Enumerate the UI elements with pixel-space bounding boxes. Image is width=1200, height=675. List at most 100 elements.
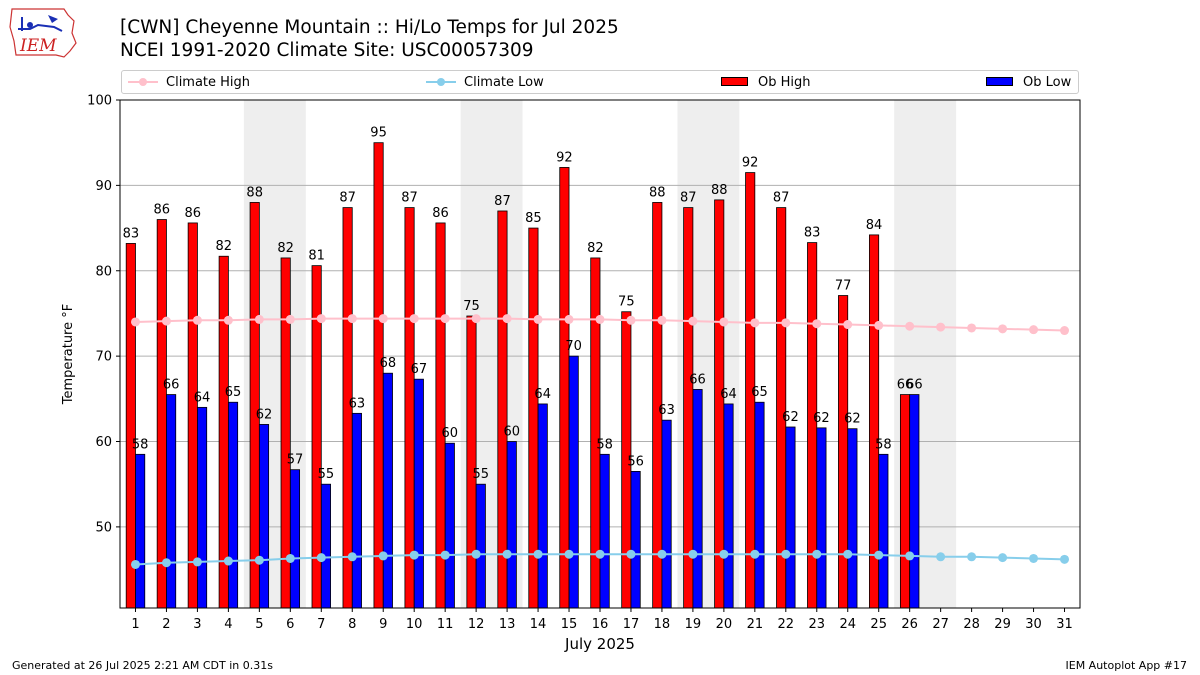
ob-low-data-label: 56 (627, 454, 644, 469)
ob-low-data-label: 66 (689, 372, 706, 387)
ob-high-bar (404, 207, 415, 609)
climate-low-point (657, 549, 667, 559)
climate-high-point (471, 314, 481, 324)
y-tick-label: 80 (95, 264, 112, 279)
x-tick-label: 7 (317, 617, 325, 632)
ob-high-bar (373, 142, 384, 609)
ob-high-bar (311, 265, 322, 609)
ob-low-data-label: 60 (503, 425, 520, 440)
ob-low-data-label: 64 (720, 387, 737, 402)
climate-low-point (812, 549, 822, 559)
legend-ob-high-symbol (720, 75, 750, 89)
ob-low-bar (785, 426, 796, 609)
legend-ob-high-label: Ob High (758, 74, 811, 90)
x-tick-label: 16 (592, 617, 609, 632)
ob-high-data-label: 82 (587, 241, 604, 256)
ob-high-data-label: 77 (835, 279, 852, 294)
y-tick-label: 100 (87, 94, 112, 109)
climate-low-point (254, 555, 264, 565)
ob-low-data-label: 57 (287, 453, 304, 468)
climate-low-point (750, 549, 760, 559)
climate-high-point (409, 314, 419, 324)
y-tick-label: 50 (95, 520, 112, 535)
ob-high-data-label: 88 (649, 185, 666, 200)
weekend-shade (243, 100, 306, 608)
ob-high-data-label: 87 (339, 191, 356, 206)
x-tick-label: 15 (561, 617, 578, 632)
climate-low-point (378, 551, 388, 561)
ob-low-data-label: 58 (132, 437, 149, 452)
x-tick-label: 30 (1025, 617, 1042, 632)
ob-high-data-label: 83 (804, 226, 821, 241)
ob-low-bar (537, 403, 548, 609)
climate-low-point (316, 553, 326, 563)
climate-low-point (471, 549, 481, 559)
climate-low-point (564, 549, 574, 559)
ob-high-bar (466, 315, 477, 609)
legend-climate-low: Climate Low (426, 71, 544, 93)
ob-high-bar (125, 243, 136, 609)
legend-ob-low: Ob Low (985, 71, 1071, 93)
ob-low-bar (382, 372, 393, 609)
app-credit: IEM Autoplot App #17 (1065, 659, 1188, 672)
iem-logo: IEM (9, 8, 77, 58)
y-tick-label: 70 (95, 350, 112, 365)
ob-low-data-label: 62 (813, 411, 830, 426)
ob-low-data-label: 58 (875, 437, 892, 452)
climate-low-point (502, 549, 512, 559)
x-tick-label: 14 (530, 617, 547, 632)
climate-high-point (316, 314, 326, 324)
x-tick-label: 23 (809, 617, 826, 632)
ob-low-bar (661, 419, 672, 609)
climate-low-point (874, 550, 884, 560)
ob-low-bar (258, 424, 270, 609)
climate-low-point (688, 549, 698, 559)
ob-high-bar (280, 257, 291, 609)
ob-high-bar (621, 311, 632, 609)
generated-timestamp: Generated at 26 Jul 2025 2:21 AM CDT in … (12, 659, 273, 672)
ob-high-bar (156, 219, 167, 609)
x-tick-label: 9 (379, 617, 387, 632)
ob-low-bar (227, 401, 239, 609)
climate-high-point (254, 314, 264, 324)
ob-high-data-label: 86 (432, 206, 449, 221)
x-tick-label: 12 (468, 617, 485, 632)
x-tick-label: 18 (654, 617, 671, 632)
climate-low-point (130, 559, 140, 569)
ob-high-data-label: 75 (618, 295, 635, 310)
climate-high-point (843, 320, 853, 330)
ob-low-data-label: 62 (844, 412, 861, 427)
ob-high-bar (899, 394, 911, 609)
ob-low-bar (197, 406, 208, 609)
climate-low-point (1029, 553, 1039, 563)
ob-high-bar (745, 172, 756, 609)
ob-low-bar (630, 470, 641, 609)
x-tick-label: 25 (870, 617, 887, 632)
ob-high-data-label: 83 (123, 226, 140, 241)
ob-low-bar (878, 453, 889, 609)
x-tick-label: 24 (839, 617, 856, 632)
climate-low-point (533, 549, 543, 559)
x-tick-label: 10 (406, 617, 423, 632)
weekend-shade (894, 100, 957, 608)
ob-high-data-label: 92 (556, 150, 573, 165)
climate-low-point (409, 550, 419, 560)
ob-low-data-label: 64 (534, 387, 551, 402)
climate-high-point (378, 314, 388, 324)
ob-high-bar (652, 202, 663, 609)
climate-high-point (595, 314, 605, 324)
ob-low-bar (320, 483, 331, 609)
ob-high-bar (714, 199, 725, 609)
climate-high-point (750, 318, 760, 328)
ob-low-bar (909, 394, 920, 609)
climate-low-point (905, 551, 915, 561)
ob-high-data-label: 86 (154, 203, 171, 218)
ob-low-bar (351, 412, 362, 609)
climate-low-point (595, 549, 605, 559)
climate-low-point (998, 553, 1008, 563)
climate-high-point (161, 316, 171, 326)
ob-high-bar (218, 255, 229, 609)
x-tick-label: 5 (255, 617, 263, 632)
climate-low-point (285, 553, 295, 563)
climate-high-point (967, 323, 977, 333)
